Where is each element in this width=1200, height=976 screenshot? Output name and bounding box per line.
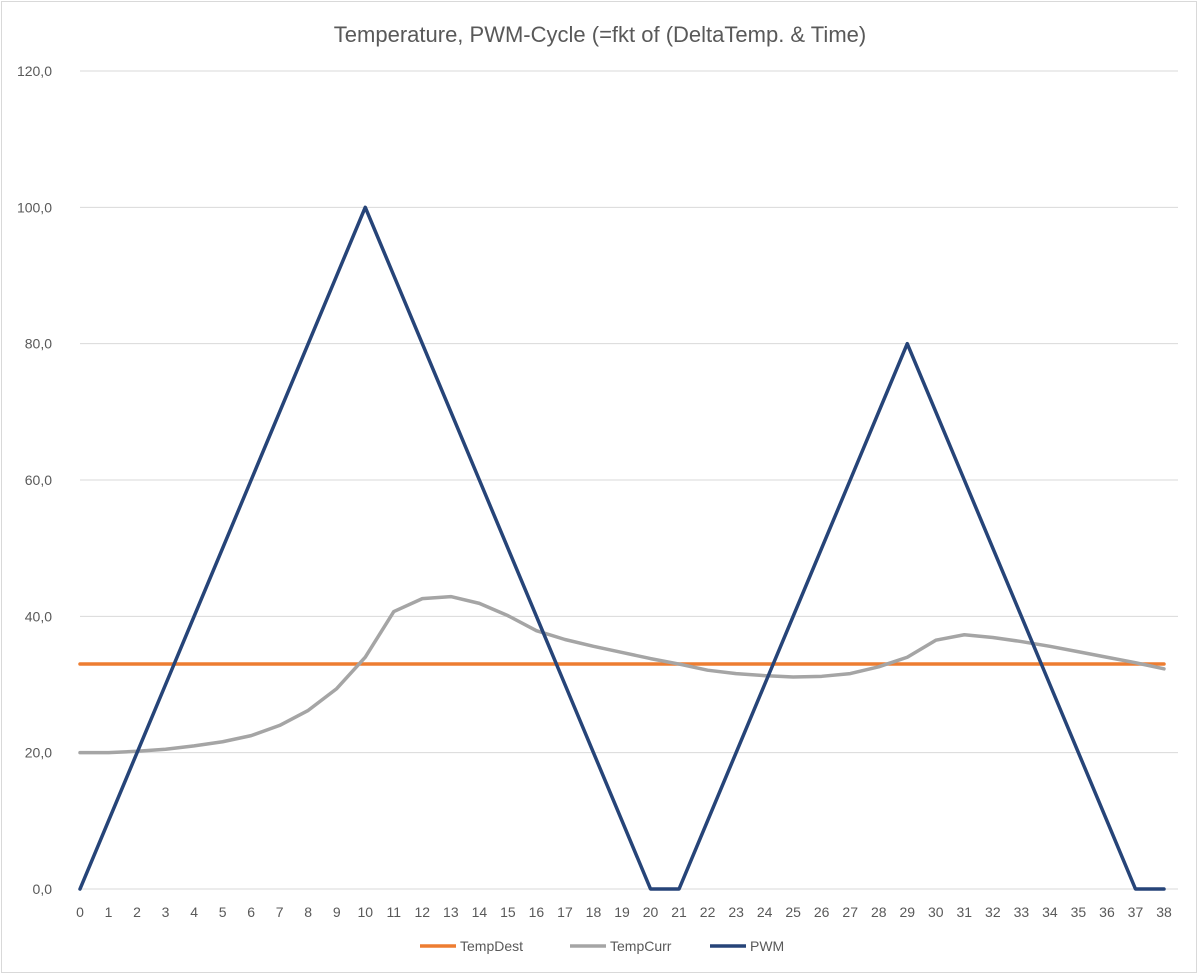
x-tick-label: 36 <box>1099 904 1115 920</box>
x-axis-ticks: 0 1 2 3 4 5 6 7 8 9 10 11 12 13 14 15 16 17 18 19 20 21 22 23 24… <box>76 904 1172 920</box>
x-tick-label: 16 <box>529 904 545 920</box>
y-tick-label: 40,0 <box>25 608 52 624</box>
y-tick-label: 20,0 <box>25 745 52 761</box>
x-tick-label: 34 <box>1042 904 1058 920</box>
x-tick-label: 4 <box>190 904 198 920</box>
x-tick-label: 11 <box>387 904 402 920</box>
x-tick-label: 7 <box>276 904 284 920</box>
y-tick-label: 0,0 <box>33 881 53 897</box>
x-tick-label: 15 <box>500 904 516 920</box>
x-tick-label: 35 <box>1071 904 1087 920</box>
x-tick-label: 38 <box>1156 904 1172 920</box>
x-tick-label: 1 <box>105 904 113 920</box>
x-tick-label: 19 <box>614 904 630 920</box>
y-tick-label: 80,0 <box>25 336 52 352</box>
legend: TempDest TempCurr PWM <box>420 938 784 954</box>
x-tick-label: 27 <box>842 904 858 920</box>
x-tick-label: 0 <box>76 904 84 920</box>
x-tick-label: 25 <box>785 904 801 920</box>
x-tick-label: 22 <box>700 904 716 920</box>
x-tick-label: 24 <box>757 904 773 920</box>
y-tick-label: 100,0 <box>17 199 52 215</box>
series-line-pwm <box>78 205 1166 891</box>
x-tick-label: 12 <box>415 904 431 920</box>
x-tick-label: 23 <box>728 904 744 920</box>
series-line-tempcurr <box>78 594 1166 755</box>
x-tick-label: 5 <box>219 904 227 920</box>
x-tick-label: 30 <box>928 904 944 920</box>
x-tick-label: 29 <box>899 904 915 920</box>
x-tick-label: 21 <box>671 904 687 920</box>
x-tick-label: 17 <box>557 904 573 920</box>
y-tick-label: 120,0 <box>17 63 52 79</box>
x-tick-label: 3 <box>162 904 170 920</box>
x-tick-label: 6 <box>247 904 255 920</box>
legend-label-tempdest: TempDest <box>460 938 523 954</box>
x-tick-label: 13 <box>443 904 459 920</box>
x-tick-label: 26 <box>814 904 830 920</box>
x-tick-label: 31 <box>957 904 973 920</box>
x-tick-label: 9 <box>333 904 341 920</box>
x-tick-label: 20 <box>643 904 659 920</box>
x-tick-label: 18 <box>586 904 602 920</box>
y-tick-label: 60,0 <box>25 472 52 488</box>
series-lines <box>78 205 1166 891</box>
legend-label-pwm: PWM <box>750 938 784 954</box>
x-tick-label: 10 <box>357 904 373 920</box>
x-tick-label: 2 <box>133 904 141 920</box>
x-tick-label: 32 <box>985 904 1001 920</box>
x-tick-label: 33 <box>1014 904 1030 920</box>
gridlines <box>80 70 1178 890</box>
x-tick-label: 28 <box>871 904 887 920</box>
x-tick-label: 14 <box>472 904 488 920</box>
legend-label-tempcurr: TempCurr <box>610 938 672 954</box>
chart-title: Temperature, PWM-Cycle (=fkt of (DeltaTe… <box>334 22 866 47</box>
x-tick-label: 37 <box>1128 904 1144 920</box>
x-tick-label: 8 <box>304 904 312 920</box>
y-axis-ticks: 0,0 20,0 40,0 60,0 80,0 100,0 120,0 <box>17 63 52 897</box>
